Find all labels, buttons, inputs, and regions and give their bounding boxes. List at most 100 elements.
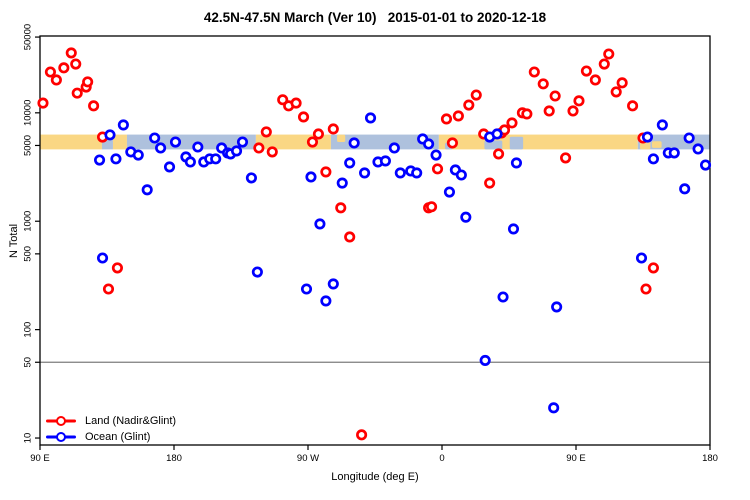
surface-band-ocean bbox=[101, 134, 113, 150]
legend-item-land: Land (Nadir&Glint) bbox=[46, 413, 176, 428]
data-point-land bbox=[616, 77, 628, 89]
data-point-land bbox=[560, 152, 572, 164]
data-point-ocean bbox=[245, 172, 257, 184]
x-axis-title: Longitude (deg E) bbox=[331, 471, 419, 483]
data-point-land bbox=[290, 97, 302, 109]
y-tick-label: 5000 bbox=[23, 135, 34, 156]
data-point-land bbox=[573, 95, 585, 107]
data-point-ocean bbox=[344, 157, 356, 169]
land-series-marker-icon bbox=[46, 415, 76, 427]
data-point-ocean bbox=[149, 132, 161, 144]
data-point-ocean bbox=[192, 141, 204, 153]
data-point-ocean bbox=[388, 142, 400, 154]
data-point-land bbox=[463, 99, 475, 111]
data-point-land bbox=[580, 65, 592, 77]
y-tick-label: 100 bbox=[23, 322, 34, 338]
data-point-land bbox=[44, 66, 56, 78]
data-point-land bbox=[253, 142, 265, 154]
data-point-land bbox=[452, 110, 464, 122]
legend-item-ocean: Ocean (Glint) bbox=[46, 429, 176, 444]
data-point-land bbox=[335, 202, 347, 214]
data-point-land bbox=[88, 100, 100, 112]
data-point-land bbox=[470, 89, 482, 101]
y-tick-label: 500 bbox=[23, 246, 34, 262]
data-point-land bbox=[71, 87, 83, 99]
data-point-land bbox=[344, 231, 356, 243]
data-point-land bbox=[446, 137, 458, 149]
surface-band-land bbox=[40, 134, 102, 150]
data-point-ocean bbox=[314, 218, 326, 230]
data-point-land bbox=[567, 105, 579, 117]
surface-patch-japan-east bbox=[651, 141, 662, 148]
data-point-land bbox=[528, 66, 540, 78]
data-point-land bbox=[102, 283, 115, 295]
data-point-land bbox=[431, 163, 444, 175]
data-point-ocean bbox=[423, 138, 435, 150]
data-point-ocean bbox=[430, 149, 442, 161]
data-point-ocean bbox=[668, 147, 680, 159]
data-point-land bbox=[306, 136, 319, 148]
data-point-ocean bbox=[251, 266, 263, 278]
data-point-land bbox=[610, 86, 622, 98]
x-tick-label: 180 bbox=[166, 453, 182, 464]
data-point-ocean bbox=[141, 184, 153, 196]
data-point-land bbox=[266, 146, 278, 158]
data-point-ocean bbox=[155, 142, 167, 154]
data-point-land bbox=[58, 62, 70, 74]
data-point-land bbox=[647, 262, 659, 274]
surface-patch-nova-scotia bbox=[337, 134, 346, 142]
data-point-ocean bbox=[679, 183, 691, 195]
data-point-land bbox=[50, 74, 62, 86]
data-point-ocean bbox=[110, 153, 122, 165]
data-point-ocean bbox=[163, 161, 176, 173]
data-point-ocean bbox=[411, 167, 423, 179]
x-tick-label: 90 E bbox=[566, 453, 586, 464]
data-point-ocean bbox=[460, 211, 472, 223]
data-point-land bbox=[484, 177, 496, 189]
data-point-land bbox=[82, 76, 94, 88]
data-point-ocean bbox=[635, 252, 648, 264]
legend: Land (Nadir&Glint) Ocean (Glint) bbox=[46, 413, 176, 444]
data-point-land bbox=[598, 58, 610, 70]
data-point-land bbox=[426, 201, 438, 213]
data-point-ocean bbox=[479, 354, 491, 366]
data-point-ocean bbox=[117, 119, 129, 131]
data-point-land bbox=[543, 105, 555, 117]
data-point-ocean bbox=[455, 169, 467, 181]
data-point-ocean bbox=[692, 143, 704, 155]
data-point-ocean bbox=[236, 136, 249, 148]
data-point-land bbox=[320, 166, 332, 178]
data-point-ocean bbox=[327, 278, 339, 290]
data-point-ocean bbox=[683, 132, 695, 144]
data-point-land bbox=[603, 48, 615, 60]
surface-band-land bbox=[112, 134, 127, 150]
data-point-ocean bbox=[300, 283, 313, 295]
x-tick-label: 90 E bbox=[30, 453, 50, 464]
chart-title: 42.5N-47.5N March (Ver 10) 2015-01-01 to… bbox=[203, 10, 547, 25]
data-point-land bbox=[589, 74, 601, 86]
data-point-ocean bbox=[184, 156, 196, 168]
data-point-ocean bbox=[443, 186, 455, 198]
data-point-ocean bbox=[394, 167, 406, 179]
data-point-ocean bbox=[699, 159, 712, 171]
y-tick-label: 10 bbox=[23, 433, 34, 444]
legend-label-land: Land (Nadir&Glint) bbox=[85, 414, 177, 427]
x-tick-label: 90 W bbox=[297, 453, 319, 464]
data-point-ocean bbox=[548, 402, 560, 414]
data-point-land bbox=[627, 100, 639, 112]
data-point-land bbox=[260, 126, 272, 138]
plot-border bbox=[39, 35, 711, 446]
x-tick-label: 180 bbox=[702, 453, 718, 464]
data-point-ocean bbox=[647, 153, 659, 165]
data-point-land bbox=[537, 78, 549, 90]
data-point-ocean bbox=[656, 119, 668, 131]
data-point-land bbox=[37, 97, 49, 109]
data-point-ocean bbox=[364, 112, 377, 124]
data-point-ocean bbox=[230, 145, 243, 157]
data-point-ocean bbox=[210, 153, 222, 165]
data-point-ocean bbox=[551, 301, 563, 313]
surface-patch-black-sea bbox=[484, 140, 503, 150]
data-point-ocean bbox=[641, 131, 654, 143]
data-point-land bbox=[65, 47, 77, 59]
